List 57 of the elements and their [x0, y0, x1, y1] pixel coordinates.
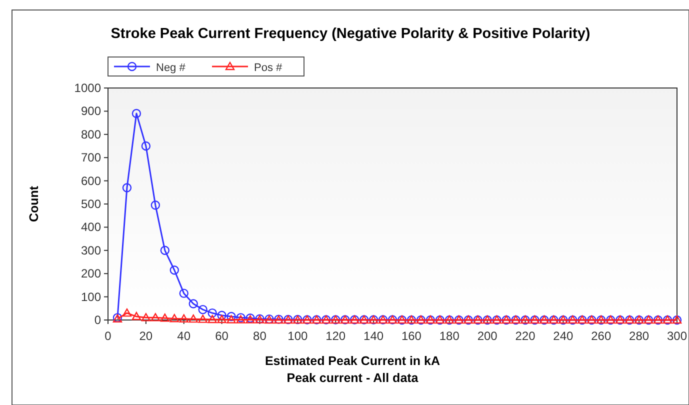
point: [132, 312, 142, 320]
x-tick-label: 160: [401, 329, 422, 343]
y-tick-label: 400: [80, 220, 102, 234]
x-tick-label: 300: [666, 329, 688, 343]
x-axis-title: Estimated Peak Current in kA: [264, 354, 440, 368]
x-tick-label: 60: [215, 329, 229, 343]
point: [150, 200, 160, 210]
point: [160, 314, 170, 322]
point: [141, 313, 151, 322]
point: [188, 299, 198, 308]
y-tick-label: 900: [80, 104, 102, 118]
point: [208, 308, 217, 318]
point: [188, 314, 198, 323]
y-tick-label: 600: [80, 174, 102, 188]
y-tick-label: 500: [80, 197, 102, 211]
y-tick-label: 200: [80, 266, 102, 281]
x-tick-label: 280: [629, 329, 650, 343]
x-tick-label: 260: [591, 329, 612, 343]
y-tick-label: 800: [80, 127, 102, 142]
point: [226, 312, 236, 322]
x-tick-label: 0: [104, 329, 112, 343]
y-tick-label: 700: [80, 150, 102, 165]
x-tick-label: 40: [177, 329, 191, 343]
point: [160, 246, 170, 255]
x-tick-label: 220: [515, 329, 536, 343]
point: [122, 308, 132, 317]
point: [141, 141, 151, 151]
x-tick-label: 100: [288, 329, 308, 343]
y-tick-label: 100: [80, 290, 102, 304]
legend-label: Neg #: [156, 62, 186, 74]
x-tick-label: 20: [139, 329, 153, 343]
x-tick-label: 120: [326, 329, 346, 343]
point: [208, 314, 217, 324]
x-tick-label: 140: [364, 329, 384, 343]
x-tick-label: 240: [553, 329, 574, 343]
point: [170, 266, 179, 275]
point: [179, 314, 188, 322]
point: [226, 315, 236, 324]
y-tick-label: 0: [94, 313, 102, 327]
point: [217, 314, 226, 324]
point: [179, 288, 188, 298]
point: [122, 183, 132, 192]
y-tick-label: 300: [80, 243, 102, 258]
legend-label: Pos #: [254, 62, 284, 74]
point: [170, 314, 179, 322]
y-tick-label: 1000: [74, 81, 102, 95]
x-tick-label: 80: [253, 329, 267, 343]
point: [132, 108, 142, 118]
chart-title: Stroke Peak Current Frequency (Negative Polarity & Positive Polarity): [110, 26, 590, 42]
y-axis-title: Count: [27, 185, 41, 222]
point: [150, 313, 160, 322]
x-tick-label: 200: [477, 329, 498, 343]
x-tick-label: 180: [439, 329, 460, 343]
point: [217, 310, 226, 320]
point: [198, 314, 208, 323]
point: [198, 304, 208, 314]
text: Peak current - All data: [286, 371, 420, 385]
